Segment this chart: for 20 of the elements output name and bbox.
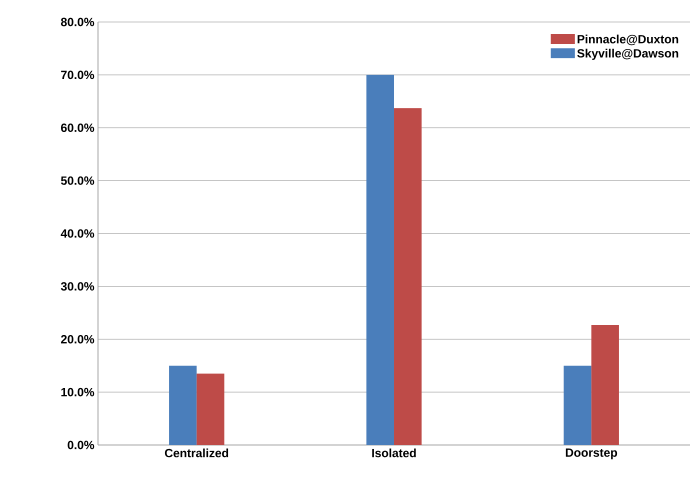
bar (366, 74, 394, 445)
y-tick-label: 10.0% (61, 388, 94, 396)
x-tick-label: Isolated (372, 448, 416, 458)
x-tick-label: Centralized (164, 448, 228, 458)
bar (196, 374, 224, 445)
y-tick-label: 20.0% (61, 335, 94, 344)
y-tick-label: 50.0% (60, 176, 94, 185)
bar (591, 324, 619, 445)
legend-label: Pinnacle@Duxton (578, 34, 678, 46)
bar (564, 366, 592, 445)
x-tick-label: Doorstep (566, 448, 618, 460)
y-tick-label: 30.0% (60, 282, 94, 291)
y-tick-label: 70.0% (61, 70, 94, 80)
y-tick-label: 0.0% (68, 440, 94, 450)
legend-label: Skyville@Dawson (577, 48, 678, 60)
y-tick-label: 60.0% (61, 124, 94, 132)
bar (169, 366, 197, 445)
bar (394, 108, 422, 445)
y-tick-label: 40.0% (60, 229, 94, 238)
y-tick-label: 80.0% (60, 18, 94, 26)
